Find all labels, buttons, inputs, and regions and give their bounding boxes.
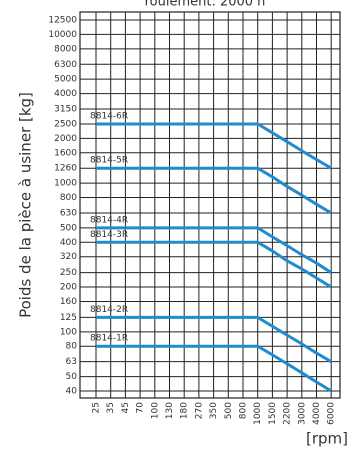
- y-axis-label: Poids de la pièce à usiner [kg]: [17, 92, 35, 318]
- series-line: [96, 226, 333, 274]
- x-tick-label: 25: [92, 402, 102, 413]
- x-tick-label: 1500: [268, 402, 278, 425]
- series-label: 8814-4R: [90, 215, 128, 225]
- chart-title: roulement: 2000 h: [145, 0, 266, 10]
- x-tick-label: 35: [106, 402, 116, 413]
- y-tick-label: 2000: [54, 134, 77, 144]
- x-axis-label: [rpm]: [306, 430, 348, 448]
- series-line: [96, 344, 332, 393]
- series-label: 8814-6R: [90, 111, 128, 121]
- x-tick-label: 180: [180, 402, 190, 419]
- x-tick-label: 6000: [327, 402, 337, 425]
- series-line: [96, 122, 332, 170]
- y-tick-label: 125: [60, 313, 77, 323]
- series-label: 8814-2R: [90, 305, 128, 315]
- y-tick-label: 5000: [54, 75, 77, 85]
- y-tick-label: 1000: [54, 179, 77, 189]
- y-tick-label: 250: [60, 268, 77, 278]
- x-tick-label: 3000: [297, 402, 307, 425]
- plot-frame: [79, 11, 341, 399]
- y-tick-label: 10000: [48, 30, 77, 40]
- y-tick-label: 2500: [54, 119, 77, 129]
- series-line: [96, 315, 332, 363]
- x-tick-label: 270: [194, 402, 204, 419]
- y-tick-label: 320: [60, 252, 77, 262]
- series-label: 8814-3R: [90, 230, 128, 240]
- y-tick-label: 1600: [54, 148, 77, 158]
- x-tick-label: 2200: [283, 402, 293, 425]
- y-tick-label: 800: [60, 193, 77, 203]
- y-tick-label: 4000: [54, 89, 77, 99]
- x-tick-label: 4000: [312, 402, 322, 425]
- series-label: 8814-5R: [90, 156, 128, 166]
- x-tick-label: 1000: [253, 402, 263, 425]
- y-tick-label: 200: [60, 283, 77, 293]
- y-tick-label: 6300: [54, 60, 77, 70]
- y-tick-label: 80: [66, 342, 78, 352]
- y-tick-label: 40: [66, 387, 78, 397]
- y-tick-label: 1260: [54, 164, 77, 174]
- y-tick-label: 50: [66, 372, 78, 382]
- y-tick-label: 100: [60, 327, 77, 337]
- x-tick-label: 70: [136, 402, 146, 414]
- x-tick-label: 45: [121, 402, 131, 413]
- x-tick-label: 800: [239, 402, 249, 419]
- y-tick-label: 160: [60, 297, 77, 307]
- y-tick-label: 630: [60, 208, 77, 218]
- y-tick-label: 3150: [54, 105, 77, 115]
- series-line: [96, 166, 332, 215]
- y-tick-label: 400: [60, 238, 77, 248]
- y-tick-label: 500: [60, 223, 77, 233]
- series-line: [96, 240, 332, 289]
- y-tick-label: 63: [66, 357, 77, 367]
- x-tick-label: 100: [150, 402, 160, 419]
- x-tick-label: 350: [209, 402, 219, 419]
- y-tick-label: 8000: [54, 44, 77, 54]
- y-tick-label: 12500: [48, 16, 77, 26]
- series-label: 8814-1R: [90, 334, 128, 344]
- x-tick-label: 500: [224, 402, 234, 419]
- x-tick-label: 130: [165, 402, 175, 419]
